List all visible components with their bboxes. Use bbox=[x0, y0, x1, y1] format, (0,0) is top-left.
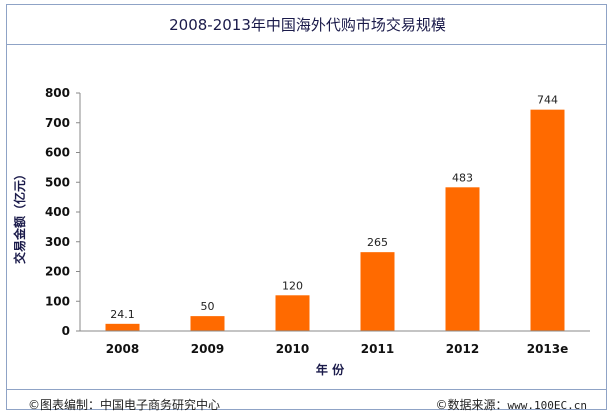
data-label-2011: 265 bbox=[367, 236, 388, 249]
x-tick-label-2011: 2011 bbox=[361, 342, 394, 356]
bar-2012 bbox=[445, 187, 480, 331]
data-label-2009: 50 bbox=[201, 300, 215, 313]
y-tick-label: 500 bbox=[45, 175, 70, 189]
x-axis: 2008 2009 2010 2011 2012 2013e bbox=[106, 342, 568, 356]
bar-2008 bbox=[105, 323, 140, 331]
title-divider bbox=[6, 44, 607, 45]
footer-source-label: ©数据来源： bbox=[435, 398, 508, 412]
x-tick-label-2010: 2010 bbox=[276, 342, 309, 356]
y-tick-label: 100 bbox=[45, 294, 70, 308]
y-tick-label: 700 bbox=[45, 116, 70, 130]
y-axis: 0 100 200 300 400 500 600 700 800 bbox=[45, 86, 80, 338]
x-axis-title: 年 份 bbox=[316, 362, 345, 377]
y-tick-label: 200 bbox=[45, 265, 70, 279]
y-tick-label: 800 bbox=[45, 86, 70, 100]
y-axis-title: 交易金额（亿元） bbox=[12, 168, 27, 264]
footer-source: ©数据来源：www.100EC.cn bbox=[436, 396, 588, 413]
y-tick-label: 400 bbox=[45, 205, 70, 219]
chart-frame bbox=[6, 4, 607, 410]
bar-2010 bbox=[275, 295, 310, 331]
y-tick-label: 300 bbox=[45, 235, 70, 249]
footer-source-url: www.100EC.cn bbox=[507, 399, 587, 412]
data-label-2008: 24.1 bbox=[110, 308, 135, 321]
chart-title: 2008-2013年中国海外代购市场交易规模 bbox=[169, 16, 446, 34]
x-tick-label-2008: 2008 bbox=[106, 342, 139, 356]
x-tick-label-2009: 2009 bbox=[191, 342, 224, 356]
bar-2011 bbox=[360, 252, 395, 331]
y-tick-label: 600 bbox=[45, 146, 70, 160]
x-tick-label-2013e: 2013e bbox=[527, 342, 569, 356]
data-label-2012: 483 bbox=[452, 171, 473, 184]
bar-2009 bbox=[190, 316, 225, 331]
data-label-2013e: 744 bbox=[537, 94, 558, 107]
x-tick-label-2012: 2012 bbox=[446, 342, 479, 356]
footer-credit: ©图表编制：中国电子商务研究中心 bbox=[28, 398, 221, 412]
footer-divider bbox=[6, 389, 607, 390]
bars: 24.1 50 120 265 483 744 bbox=[105, 94, 565, 331]
bar-2013e bbox=[530, 109, 565, 331]
data-label-2010: 120 bbox=[282, 279, 303, 292]
y-tick-label: 0 bbox=[62, 324, 70, 338]
